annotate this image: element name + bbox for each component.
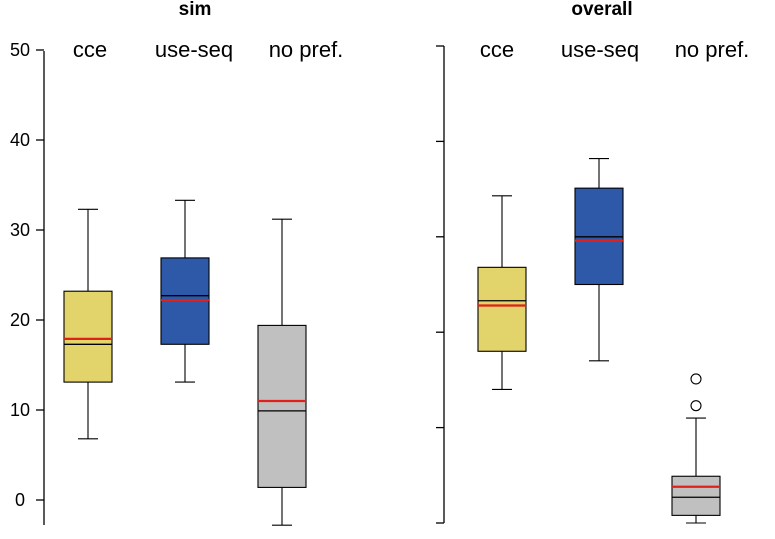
panel-overall: overall cce use-seq no pref. [436,0,749,524]
outlier-point [690,373,702,385]
y-ticks-overall [436,45,444,524]
category-labels-overall: cce use-seq no pref. [480,37,749,62]
y-tick-label: 50 [10,40,30,60]
y-tick-label: 20 [10,310,30,330]
iqr-box [63,290,113,383]
iqr-box [257,324,307,488]
box-no-pref [671,373,721,524]
box-cce [477,195,527,390]
boxes-overall [477,158,721,524]
box-use-seq [160,199,210,383]
category-label-cce: cce [480,37,514,62]
box-cce [63,208,113,440]
panel-title-overall: overall [571,0,632,20]
panel-sim: sim 0 10 20 30 40 50 cce use-seq no pref. [10,0,343,526]
iqr-box [477,266,527,352]
category-label-no-pref: no pref. [675,37,750,62]
category-label-use-seq: use-seq [561,37,639,62]
category-label-use-seq: use-seq [155,37,233,62]
panel-title-sim: sim [179,0,212,20]
y-tick-label: 0 [15,490,25,510]
boxes-sim [63,199,307,526]
y-ticks-sim: 0 10 20 30 40 50 [10,40,44,510]
y-tick-label: 10 [10,400,30,420]
y-tick-label: 40 [10,130,30,150]
box-use-seq [574,158,624,362]
outlier-point [690,400,702,412]
y-tick-label: 30 [10,220,30,240]
box-no-pref [257,218,307,526]
category-label-no-pref: no pref. [269,37,344,62]
category-label-cce: cce [73,37,107,62]
category-labels-sim: cce use-seq no pref. [73,37,343,62]
iqr-box [671,475,721,516]
